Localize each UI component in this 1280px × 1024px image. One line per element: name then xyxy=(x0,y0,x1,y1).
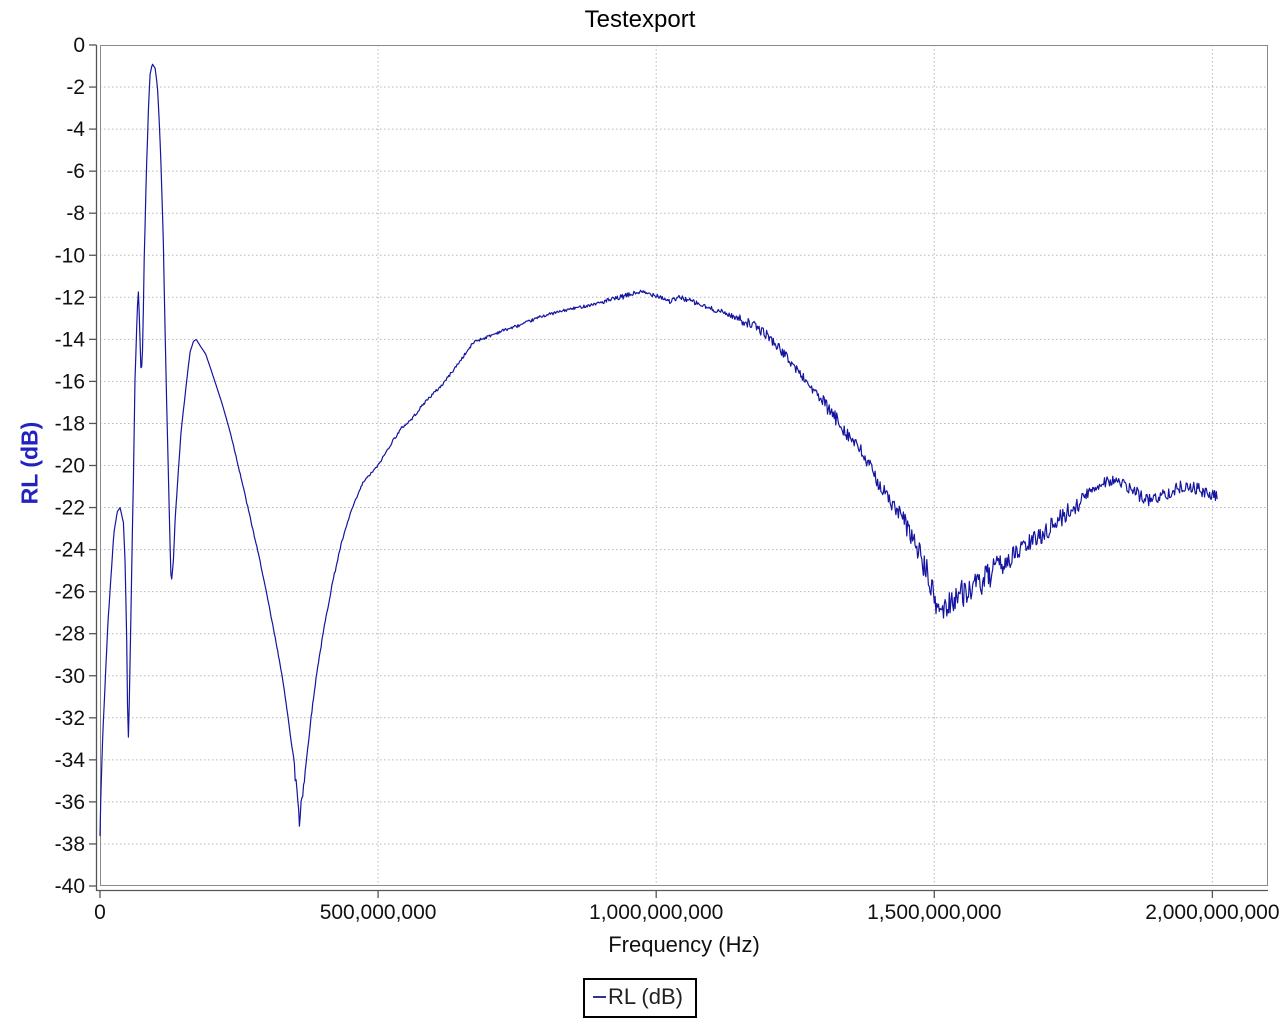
y-tick-label: -14 xyxy=(55,328,86,351)
x-tick-label: 500,000,000 xyxy=(320,901,437,924)
y-tick-label: -22 xyxy=(55,497,85,520)
y-tick-label: -40 xyxy=(55,875,85,898)
x-tick-label: 2,000,000,000 xyxy=(1145,901,1279,924)
y-tick-label: -36 xyxy=(55,791,85,814)
y-tick-label: -32 xyxy=(55,707,85,730)
y-tick-label: -6 xyxy=(66,160,85,183)
series-line-rl xyxy=(99,63,1218,837)
y-tick-label: 0 xyxy=(73,34,85,57)
y-tick-label: -38 xyxy=(55,833,85,856)
y-tick-label: -18 xyxy=(55,412,85,435)
y-tick-label: -24 xyxy=(55,539,86,562)
y-tick-label: -20 xyxy=(55,455,85,478)
y-tick-label: -30 xyxy=(55,665,85,688)
y-tick-label: -4 xyxy=(66,118,85,141)
plot-frame xyxy=(100,45,1268,886)
legend-series-label: RL (dB) xyxy=(608,984,683,1009)
y-tick-label: -16 xyxy=(55,370,85,393)
x-axis-title: Frequency (Hz) xyxy=(608,932,760,957)
chart-title: Testexport xyxy=(584,6,696,33)
legend-line-marker xyxy=(593,996,607,998)
x-tick-label: 0 xyxy=(94,901,106,924)
legend: RL (dB) xyxy=(583,978,697,1018)
y-tick-label: -34 xyxy=(55,749,86,772)
y-tick-label: -28 xyxy=(55,623,85,646)
y-tick-label: -8 xyxy=(66,202,85,225)
y-tick-label: -10 xyxy=(55,244,85,267)
x-tick-label: 1,500,000,000 xyxy=(867,901,1001,924)
y-tick-label: -12 xyxy=(55,286,85,309)
y-axis-title: RL (dB) xyxy=(16,421,43,505)
y-tick-label: -26 xyxy=(55,581,85,604)
y-tick-label: -2 xyxy=(66,76,85,99)
x-tick-label: 1,000,000,000 xyxy=(589,901,723,924)
